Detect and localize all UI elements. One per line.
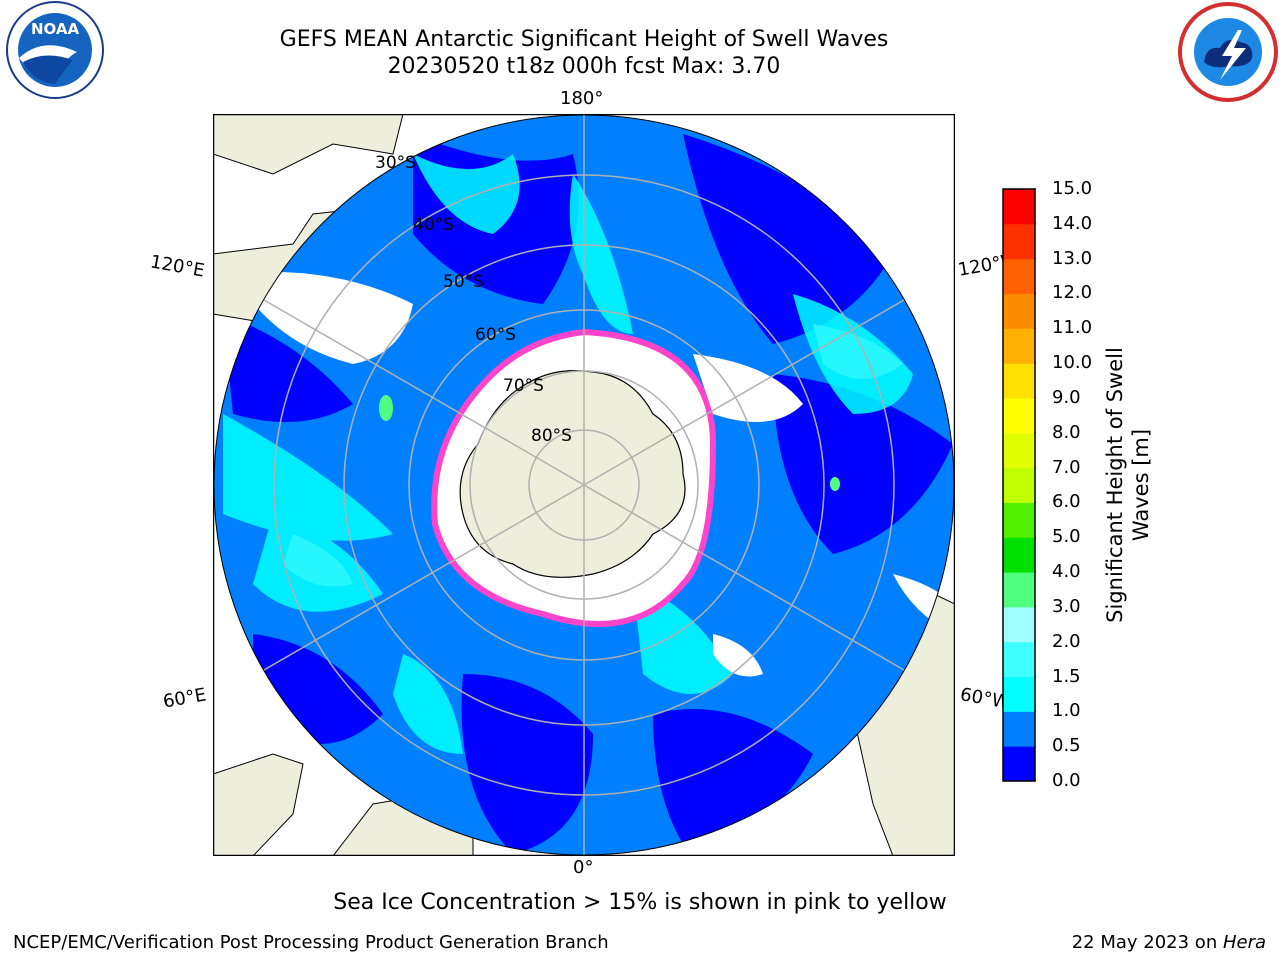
patch-3m [379,395,840,491]
colorbar-tick-label: 12.0 [1052,282,1093,304]
colorbar-band [1003,711,1035,747]
footer-date-text: 22 May 2023 on [1071,932,1223,953]
svg-text:NOAA: NOAA [31,20,80,38]
lat-label-50s: 50°S [443,272,484,292]
colorbar [1002,188,1036,782]
colorbar-band [1003,397,1035,434]
colorbar-tick-label: 11.0 [1052,317,1093,339]
latitude-labels: 30°S 40°S 50°S 60°S 70°S 80°S [375,153,572,446]
colorbar-band [1003,676,1035,712]
colorbar-band [1003,432,1035,469]
lon-label-0: 0° [573,857,594,878]
colorbar-tick-label: 0.5 [1052,735,1081,757]
colorbar-band [1003,746,1035,782]
colorbar-tick-label: 6.0 [1052,491,1081,513]
footer-host: Hera [1222,932,1266,953]
lat-label-60s: 60°S [475,325,516,345]
colorbar-tick-label: 14.0 [1052,212,1093,234]
noaa-logo: NOAA [6,1,104,99]
colorbar-band [1003,293,1035,329]
colorbar-tick-label: 3.0 [1052,595,1081,617]
colorbar-band [1003,606,1035,643]
lon-label-120e: 120°E [148,251,207,282]
lat-label-30s: 30°S [375,153,416,173]
colorbar-band [1003,467,1035,503]
colorbar-band [1003,641,1035,678]
colorbar-band [1003,537,1035,573]
map-frame [213,114,955,856]
lon-label-180: 180° [560,88,604,109]
lon-label-60w: 60°W [958,684,1008,713]
meridians [263,114,905,856]
colorbar-tick-label: 9.0 [1052,386,1081,408]
lat-label-40s: 40°S [413,215,454,235]
lon-label-60e: 60°E [161,684,208,713]
lat-label-70s: 70°S [503,376,544,396]
polar-map: 30°S 40°S 50°S 60°S 70°S 80°S [213,114,955,856]
colorbar-tick-label: 1.5 [1052,665,1081,687]
antarctica [459,370,686,578]
nws-logo [1178,2,1278,102]
forecast-info: 20230520 t18z 000h fcst Max: 3.70 [387,54,781,79]
colorbar-band [1003,223,1035,260]
colorbar-band [1003,502,1035,538]
map-title: GEFS MEAN Antarctic Significant Height o… [279,27,889,52]
colorbar-band [1003,572,1035,608]
colorbar-tick-label: 10.0 [1052,352,1093,374]
colorbar-tick-label: 7.0 [1052,456,1081,478]
colorbar-tick-label: 13.0 [1052,247,1093,269]
colorbar-band [1003,189,1035,225]
lat-label-80s: 80°S [531,426,572,446]
colorbar-tick-label: 5.0 [1052,526,1081,548]
colorbar-band [1003,328,1035,364]
colorbar-tick-label: 8.0 [1052,421,1081,443]
sea-ice-note: Sea Ice Concentration > 15% is shown in … [333,890,947,915]
colorbar-frame [1002,188,1036,782]
colorbar-tick-label: 0.0 [1052,770,1081,791]
colorbar-tick-label: 1.0 [1052,700,1081,722]
lon-label-120w: 120°W [956,252,1006,281]
colorbar-tick-label: 15.0 [1052,178,1093,199]
mid-swell-patches [283,324,903,587]
colorbar-tick-label: 4.0 [1052,561,1081,583]
colorbar-label: Significant Height of Swell Waves [m] [1103,347,1153,623]
footer-date: 22 May 2023 on Hera [1072,932,1266,953]
colorbar-band [1003,363,1035,399]
colorbar-tick-label: 2.0 [1052,630,1081,652]
colorbar-band [1003,258,1035,294]
footer-credit: NCEP/EMC/Verification Post Processing Pr… [13,932,609,953]
